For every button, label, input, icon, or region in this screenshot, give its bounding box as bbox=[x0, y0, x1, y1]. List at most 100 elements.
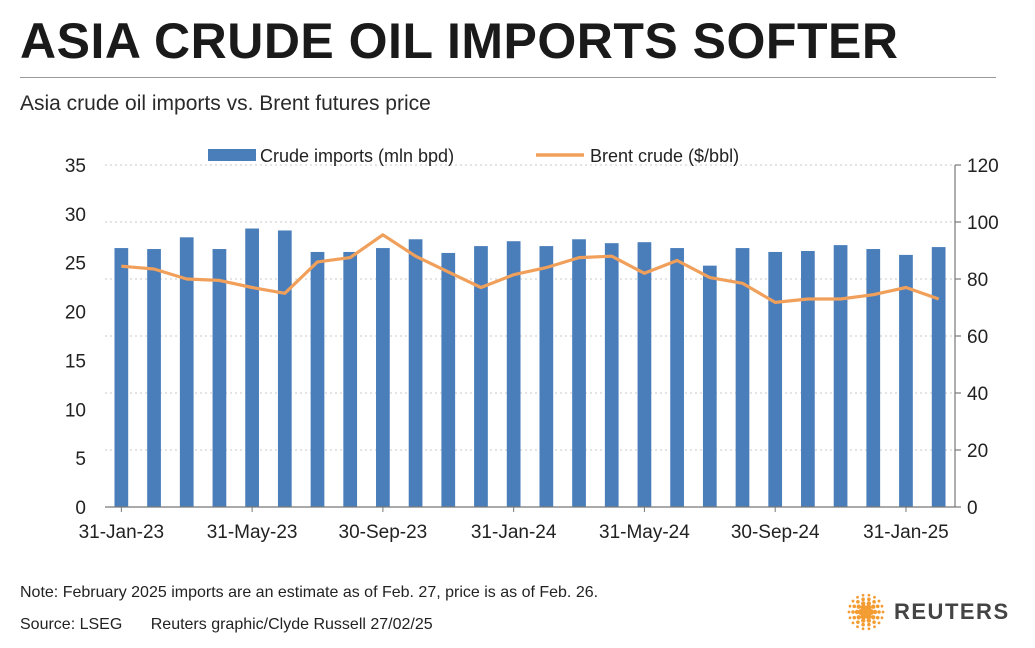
bar bbox=[147, 249, 161, 507]
credit-text: Reuters graphic/Clyde Russell 27/02/25 bbox=[150, 616, 433, 633]
logo-dot bbox=[871, 615, 876, 620]
logo-dot bbox=[856, 604, 861, 609]
chart-source: Source: LSEG Reuters graphic/Clyde Russe… bbox=[20, 616, 457, 634]
x-tick-label: 31-Jan-23 bbox=[79, 522, 165, 543]
logo-dot bbox=[856, 615, 861, 620]
y-left-tick-label: 10 bbox=[65, 400, 86, 421]
bar bbox=[735, 248, 750, 508]
y-left-tick-label: 30 bbox=[65, 205, 86, 226]
logo-dot bbox=[852, 615, 857, 620]
logo-center-dot bbox=[863, 609, 869, 615]
logo-dot bbox=[856, 625, 859, 629]
logo-dot bbox=[866, 618, 871, 623]
logo-dot bbox=[867, 597, 871, 602]
chart-title: ASIA CRUDE OIL IMPORTS SOFTER bbox=[20, 13, 899, 69]
bar bbox=[245, 228, 259, 507]
logo-dot bbox=[871, 604, 876, 609]
bar bbox=[408, 239, 423, 507]
logo-dot bbox=[868, 609, 874, 615]
logo-dot bbox=[866, 601, 871, 606]
logo-dot bbox=[872, 620, 876, 624]
logo-dot bbox=[852, 604, 857, 609]
logo-dot bbox=[851, 610, 855, 614]
logo-dot bbox=[865, 604, 872, 611]
logo-dot bbox=[877, 610, 881, 614]
logo-dot bbox=[856, 620, 860, 624]
logo-text: REUTERS bbox=[894, 599, 1010, 624]
legend-line-label: Brent crude ($/bbl) bbox=[590, 146, 739, 166]
bar bbox=[343, 251, 358, 507]
bar bbox=[702, 265, 717, 507]
chart-area: 0 5 10 15 20 25 30 35 0 20 40 60 80 100 120 31-Jan-23 31… bbox=[65, 146, 999, 543]
logo-dot bbox=[851, 599, 855, 603]
chart-note: Note: February 2025 imports are an estim… bbox=[20, 584, 599, 601]
bar bbox=[179, 237, 194, 507]
logo-dot bbox=[872, 609, 878, 615]
bar bbox=[310, 251, 325, 507]
bar bbox=[474, 246, 488, 508]
y-left-tick-label: 5 bbox=[75, 449, 86, 470]
logo-dot bbox=[875, 615, 880, 620]
logo-dot bbox=[865, 613, 872, 620]
bar bbox=[670, 248, 684, 508]
logo-dot bbox=[848, 616, 852, 620]
y-right-tick-label: 80 bbox=[967, 270, 988, 291]
bar bbox=[637, 242, 652, 507]
logo-dot bbox=[861, 627, 865, 631]
logo-dot bbox=[867, 593, 871, 597]
logo-dot bbox=[861, 601, 866, 606]
logo-dot bbox=[875, 604, 880, 609]
brent-line bbox=[121, 233, 940, 304]
title-divider bbox=[20, 77, 996, 78]
bar bbox=[539, 246, 554, 508]
y-right-tick-label: 60 bbox=[967, 327, 988, 348]
logo-dot bbox=[861, 597, 865, 602]
logo-dot bbox=[861, 622, 865, 627]
bar bbox=[768, 251, 783, 507]
source-text: Source: LSEG bbox=[20, 616, 123, 633]
logo-dot bbox=[860, 613, 867, 620]
bar bbox=[801, 250, 815, 507]
bar bbox=[506, 241, 521, 507]
legend-bar-swatch bbox=[208, 149, 256, 161]
logo-dot bbox=[867, 622, 871, 627]
bar bbox=[931, 247, 946, 507]
y-right-tick-label: 40 bbox=[967, 384, 988, 405]
logo-dot bbox=[856, 600, 860, 604]
y-right-tick-label: 20 bbox=[967, 441, 988, 462]
logo-dot bbox=[877, 599, 881, 603]
logo-dot bbox=[880, 616, 884, 620]
bar bbox=[376, 248, 390, 508]
logo-dot bbox=[861, 618, 866, 623]
y-right-tick-label: 0 bbox=[967, 498, 978, 519]
logo-dot bbox=[854, 609, 860, 615]
x-tick-label: 30-Sep-23 bbox=[339, 522, 428, 543]
legend-bar-label: Crude imports (mln bpd) bbox=[260, 146, 454, 166]
logo-dot bbox=[877, 621, 881, 625]
bar bbox=[899, 254, 913, 507]
bar bbox=[833, 245, 848, 507]
logo-dot bbox=[847, 610, 851, 614]
y-left-tick-label: 15 bbox=[65, 351, 86, 372]
logo-dot bbox=[873, 595, 876, 599]
logo-dot bbox=[867, 627, 871, 631]
x-tick-label: 31-May-24 bbox=[599, 522, 690, 543]
logo-dot bbox=[851, 621, 855, 625]
reuters-logo: REUTERS bbox=[846, 592, 1010, 632]
bar bbox=[572, 239, 586, 507]
logo-dot bbox=[860, 604, 867, 611]
bar bbox=[277, 230, 292, 507]
logo-dot bbox=[856, 595, 859, 599]
x-tick-label: 30-Sep-24 bbox=[731, 522, 820, 543]
x-tick-label: 31-Jan-25 bbox=[863, 522, 949, 543]
y-right-tick-label: 120 bbox=[967, 156, 999, 177]
logo-dot bbox=[873, 625, 876, 629]
bar bbox=[866, 249, 881, 507]
bar bbox=[441, 252, 456, 507]
chart-subtitle: Asia crude oil imports vs. Brent futures… bbox=[20, 92, 431, 115]
logo-dot bbox=[872, 600, 876, 604]
y-left-tick-label: 20 bbox=[65, 303, 86, 324]
logo-dot bbox=[881, 610, 885, 614]
y-right-tick-label: 100 bbox=[967, 213, 999, 234]
bar bbox=[604, 243, 619, 507]
